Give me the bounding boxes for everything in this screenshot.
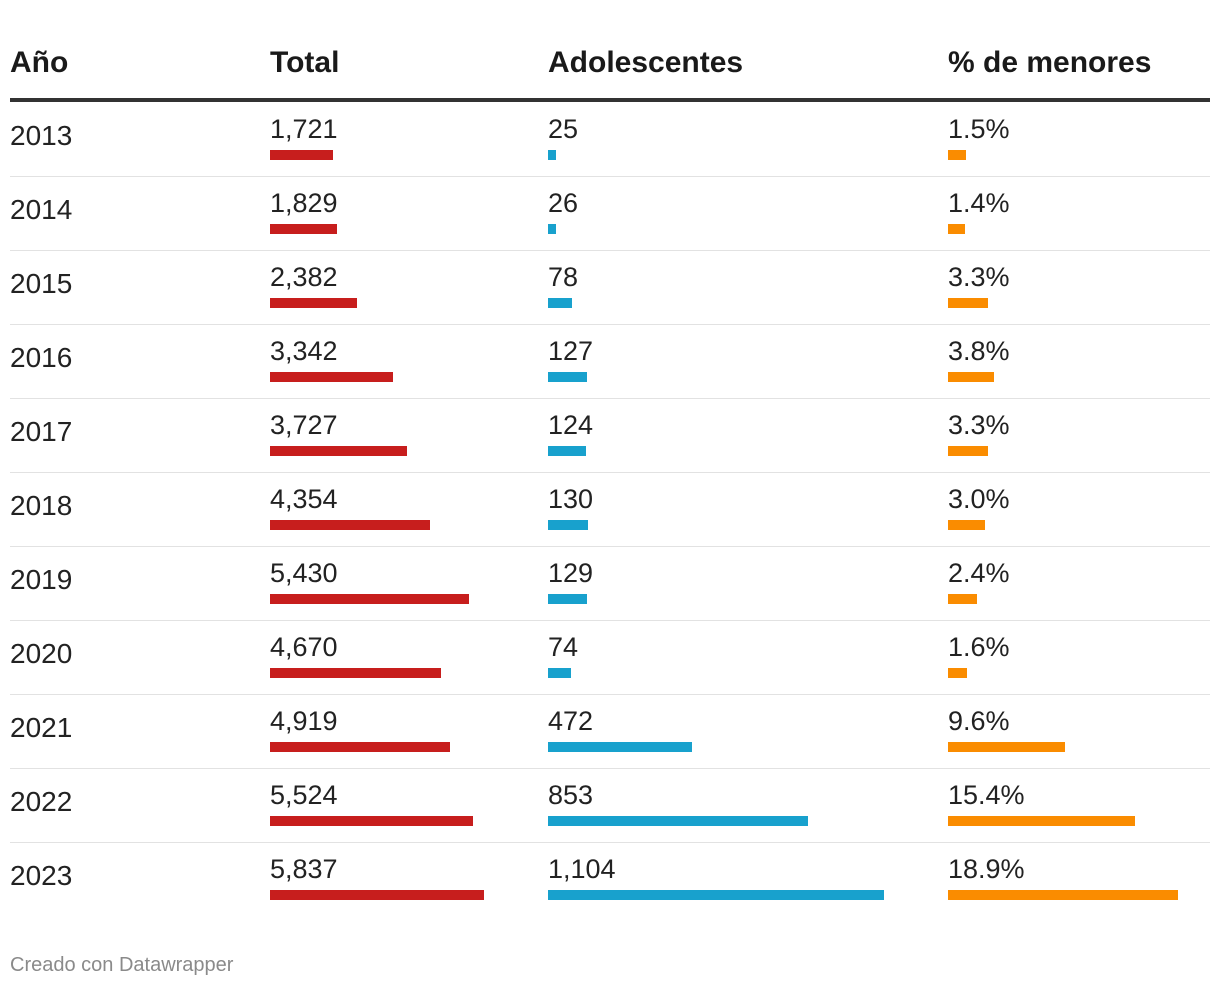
total-value: 4,354 (270, 484, 338, 514)
table-row: 2013 1,721 25 1.5% (10, 102, 1210, 177)
table-row: 2022 5,524 853 15.4% (10, 768, 1210, 843)
percent-value: 2.4% (948, 558, 1010, 588)
total-bar (270, 816, 473, 826)
percent-value: 1.6% (948, 632, 1010, 662)
adolescentes-value: 78 (548, 262, 579, 292)
adolescentes-bar (548, 372, 587, 382)
adolescentes-bar (548, 150, 556, 160)
total-bar (270, 446, 407, 456)
total-value: 1,829 (270, 188, 338, 218)
table-row: 2014 1,829 26 1.4% (10, 176, 1210, 251)
percent-bar (948, 668, 967, 678)
total-bar (270, 742, 450, 752)
total-value: 2,382 (270, 262, 338, 292)
adolescentes-value: 25 (548, 114, 579, 144)
total-value: 5,837 (270, 854, 338, 884)
adolescentes-value: 74 (548, 632, 579, 662)
percent-value: 3.3% (948, 410, 1010, 440)
table-row: 2015 2,382 78 3.3% (10, 250, 1210, 325)
percent-bar (948, 816, 1135, 826)
adolescentes-bar (548, 224, 556, 234)
total-value: 4,919 (270, 706, 338, 736)
adolescentes-bar (548, 742, 692, 752)
adolescentes-value: 124 (548, 410, 594, 440)
year-cell: 2013 (10, 120, 73, 151)
percent-bar (948, 224, 965, 234)
adolescentes-value: 130 (548, 484, 594, 514)
header-total: Total (270, 46, 340, 79)
percent-value: 18.9% (948, 854, 1025, 884)
year-cell: 2015 (10, 268, 73, 299)
percent-value: 3.8% (948, 336, 1010, 366)
table-row: 2021 4,919 472 9.6% (10, 694, 1210, 769)
year-cell: 2017 (10, 416, 73, 447)
adolescentes-bar (548, 446, 586, 456)
percent-bar (948, 520, 985, 530)
table-row: 2017 3,727 124 3.3% (10, 398, 1210, 473)
percent-bar (948, 150, 966, 160)
total-bar (270, 372, 393, 382)
percent-value: 3.3% (948, 262, 1010, 292)
adolescentes-value: 127 (548, 336, 594, 366)
total-value: 4,670 (270, 632, 338, 662)
total-value: 3,342 (270, 336, 338, 366)
adolescentes-value: 26 (548, 188, 579, 218)
total-bar (270, 668, 441, 678)
percent-value: 3.0% (948, 484, 1010, 514)
adolescentes-value: 129 (548, 558, 594, 588)
adolescentes-bar (548, 298, 572, 308)
header-adolescentes: Adolescentes (548, 46, 744, 79)
adolescentes-bar (548, 890, 884, 900)
percent-bar (948, 372, 994, 382)
percent-bar (948, 446, 988, 456)
year-cell: 2014 (10, 194, 73, 225)
year-cell: 2019 (10, 564, 73, 595)
percent-value: 15.4% (948, 780, 1025, 810)
total-bar (270, 150, 333, 160)
table-row: 2018 4,354 130 3.0% (10, 472, 1210, 547)
table-row: 2020 4,670 74 1.6% (10, 620, 1210, 695)
year-cell: 2016 (10, 342, 73, 373)
percent-value: 9.6% (948, 706, 1010, 736)
table-row: 2023 5,837 1,104 18.9% (10, 842, 1210, 916)
percent-value: 1.5% (948, 114, 1010, 144)
table-row: 2016 3,342 127 3.8% (10, 324, 1210, 399)
adolescentes-bar (548, 668, 571, 678)
total-bar (270, 594, 469, 604)
adolescentes-value: 853 (548, 780, 594, 810)
adolescentes-value: 472 (548, 706, 594, 736)
percent-bar (948, 298, 988, 308)
header-percent-minors: % de menores (948, 46, 1152, 79)
adolescentes-bar (548, 594, 587, 604)
total-bar (270, 890, 484, 900)
year-cell: 2018 (10, 490, 73, 521)
total-value: 3,727 (270, 410, 338, 440)
percent-bar (948, 742, 1065, 752)
table-row: 2019 5,430 129 2.4% (10, 546, 1210, 621)
year-cell: 2021 (10, 712, 73, 743)
total-value: 5,430 (270, 558, 338, 588)
year-cell: 2022 (10, 786, 73, 817)
year-cell: 2023 (10, 860, 73, 891)
total-bar (270, 224, 337, 234)
total-bar (270, 520, 430, 530)
adolescentes-value: 1,104 (548, 854, 616, 884)
total-bar (270, 298, 357, 308)
percent-bar (948, 890, 1178, 900)
table-header: Año Total Adolescentes % de menores (10, 40, 1210, 102)
adolescentes-bar (548, 520, 588, 530)
total-value: 5,524 (270, 780, 338, 810)
year-cell: 2020 (10, 638, 73, 669)
percent-value: 1.4% (948, 188, 1010, 218)
credit-text: Creado con Datawrapper (10, 954, 234, 976)
adolescentes-bar (548, 816, 808, 826)
percent-bar (948, 594, 977, 604)
header-year: Año (10, 46, 69, 79)
total-value: 1,721 (270, 114, 338, 144)
